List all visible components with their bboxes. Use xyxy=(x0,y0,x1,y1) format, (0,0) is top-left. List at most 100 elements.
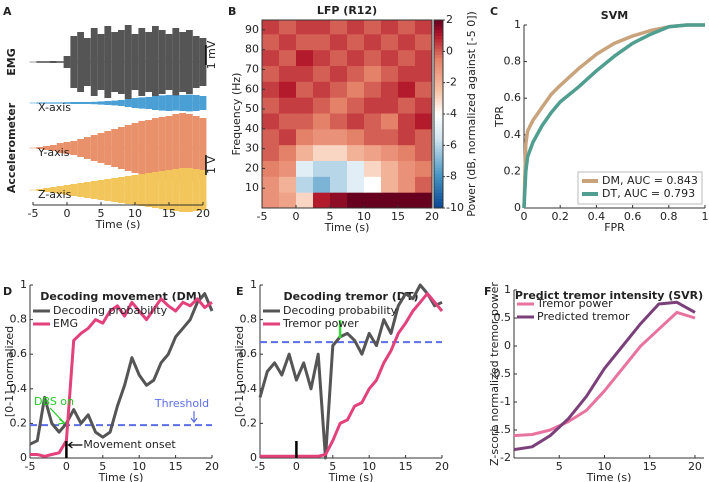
colorbar-segment xyxy=(434,41,443,46)
heatmap-cell xyxy=(347,97,365,114)
y-tick-label: -0.5 xyxy=(490,367,511,380)
heatmap-cell xyxy=(330,128,348,146)
chart-title: Predict tremor intensity (SVR) xyxy=(515,289,703,302)
y-tick-label: 0.8 xyxy=(240,313,258,326)
trace-envelope xyxy=(36,102,44,104)
colorbar-tick-label: -6 xyxy=(446,138,457,151)
x-tick-label: 15 xyxy=(169,460,183,473)
trace-envelope xyxy=(158,171,166,209)
series-line xyxy=(30,297,213,458)
heatmap-cell xyxy=(415,49,432,67)
colorbar-segment xyxy=(434,104,443,109)
colorbar-segment xyxy=(434,157,443,162)
heatmap-cell xyxy=(398,176,416,193)
heatmap-cell xyxy=(364,113,382,130)
trace-envelope xyxy=(90,101,98,105)
colorbar-segment xyxy=(434,51,443,55)
y-axis-label: TPR xyxy=(493,106,506,128)
heatmap-cell xyxy=(262,97,280,114)
heatmap-cell xyxy=(398,192,416,208)
heatmap-cell xyxy=(262,128,280,146)
y-axis-label: [0-1] normalized xyxy=(3,326,16,417)
legend-label: Decoding probability xyxy=(53,304,168,317)
trace-envelope xyxy=(43,146,50,150)
colorbar-tick-label: -8 xyxy=(446,170,457,183)
y-tick-label: 0 xyxy=(20,451,27,464)
trace-envelope xyxy=(138,97,146,109)
trace-envelope xyxy=(138,28,146,96)
series-line xyxy=(513,310,696,438)
annotation-arrow xyxy=(67,441,83,449)
x-tick-label: 10 xyxy=(597,460,611,473)
colorbar-label: Power (dB, normalized against [-5 0]) xyxy=(465,11,478,217)
colorbar-segment xyxy=(434,173,443,178)
heatmap-cell xyxy=(296,97,314,114)
colorbar-segment xyxy=(434,79,443,84)
heatmap-cell xyxy=(347,144,365,162)
heatmap-cell xyxy=(398,97,416,114)
heatmap-cell xyxy=(296,128,314,146)
trace-envelope xyxy=(199,38,207,86)
trace-label: Z-axis xyxy=(38,188,72,201)
heatmap-cell xyxy=(364,81,382,98)
y-tick-label: 0.6 xyxy=(504,91,522,104)
y-tick-label: 0.4 xyxy=(240,382,258,395)
trace-envelope xyxy=(56,186,64,194)
x-tick-label: -5 xyxy=(255,460,266,473)
heatmap-cell xyxy=(296,20,314,35)
trace-envelope xyxy=(152,172,159,208)
chart-title: Decoding tremor (DT) xyxy=(284,290,419,303)
colorbar-segment xyxy=(434,123,443,128)
trace-envelope xyxy=(158,30,166,94)
heatmap-cell xyxy=(313,33,331,51)
trace-envelope xyxy=(179,32,186,92)
heatmap-cell xyxy=(262,81,280,98)
colorbar-segment xyxy=(434,132,443,137)
colorbar-segment xyxy=(434,129,443,134)
x-tick-label: 0.4 xyxy=(588,210,606,223)
colorbar-segment xyxy=(434,204,443,209)
colorbar-tick-label: -2 xyxy=(446,76,457,89)
colorbar-segment xyxy=(434,48,443,52)
colorbar-segment xyxy=(434,182,443,187)
y-tick-label: 10 xyxy=(245,181,259,194)
heatmap-cell xyxy=(330,65,348,82)
heatmap-cell xyxy=(313,97,331,114)
heatmap-cell xyxy=(330,97,348,114)
x-tick-label: 20 xyxy=(196,207,210,220)
trace-envelope xyxy=(124,99,132,107)
heatmap-cell xyxy=(398,160,416,177)
x-tick-label: 20 xyxy=(688,460,702,473)
y-tick-label: 1 xyxy=(20,278,27,291)
trace-envelope xyxy=(70,141,78,155)
panel-letter: E xyxy=(236,285,244,298)
heatmap-cell xyxy=(415,65,432,82)
colorbar-segment xyxy=(434,29,443,34)
trace-envelope xyxy=(43,61,50,63)
trace-envelope xyxy=(50,61,57,63)
heatmap-cell xyxy=(364,144,382,162)
y-axis-label: Accelerometer xyxy=(5,102,18,193)
x-tick-label: 5 xyxy=(556,460,563,473)
trace-envelope xyxy=(77,139,84,157)
trace-envelope xyxy=(97,180,105,200)
heatmap-cell xyxy=(313,128,331,146)
x-tick-label: 10 xyxy=(128,207,142,220)
trace-envelope xyxy=(90,135,98,161)
colorbar-segment xyxy=(434,67,443,71)
colorbar-segment xyxy=(434,57,443,62)
y-tick-label: -1 xyxy=(500,395,511,408)
colorbar-segment xyxy=(434,82,443,87)
trace-envelope xyxy=(97,101,105,105)
heatmap-cell xyxy=(364,128,382,146)
heatmap-cell xyxy=(347,33,365,51)
colorbar-segment xyxy=(434,101,443,106)
heatmap-cell xyxy=(279,33,297,51)
heatmap-cell xyxy=(313,20,331,35)
heatmap-cell xyxy=(279,176,297,193)
colorbar-segment xyxy=(434,114,443,118)
heatmap-cell xyxy=(381,113,399,130)
annotation: DBS on xyxy=(34,395,74,408)
legend-label: DM, AUC = 0.843 xyxy=(602,174,698,187)
